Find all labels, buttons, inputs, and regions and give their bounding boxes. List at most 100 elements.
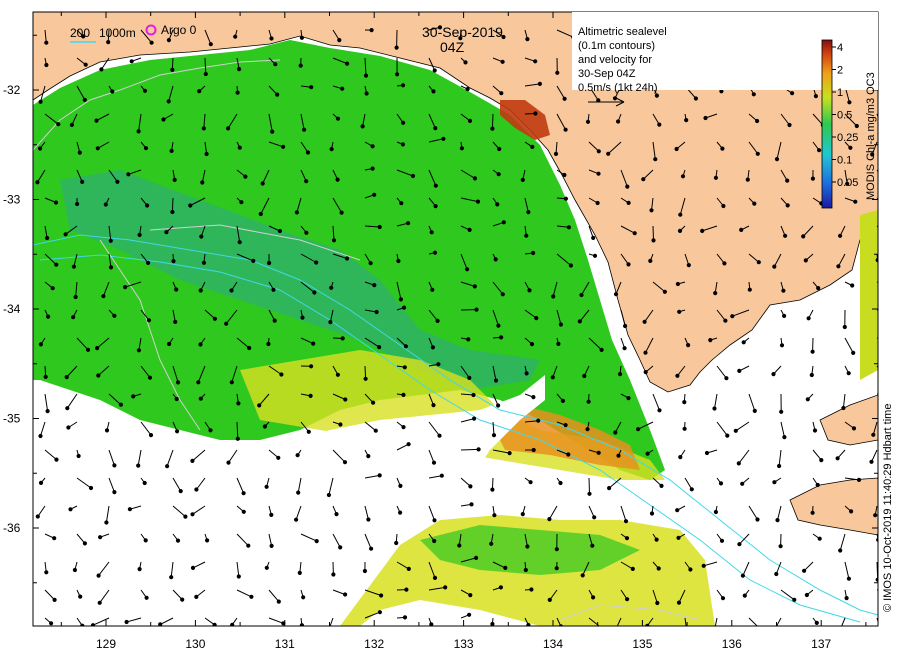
velocity-arrow-head — [336, 178, 339, 181]
velocity-arrow-head — [209, 429, 212, 432]
velocity-arrow-head — [400, 202, 403, 205]
velocity-arrow-head — [202, 261, 205, 264]
velocity-arrow-head — [501, 60, 504, 63]
colorbar-tick-label: 1 — [837, 87, 843, 99]
velocity-arrow-head — [265, 485, 268, 488]
velocity-arrow-head — [738, 543, 741, 546]
velocity-arrow-head — [402, 121, 405, 124]
velocity-arrow-head — [295, 518, 298, 521]
velocity-arrow-head — [738, 369, 741, 372]
velocity-arrow-head — [852, 427, 855, 430]
velocity-arrow-head — [530, 588, 533, 591]
velocity-arrow-head — [77, 454, 80, 457]
velocity-arrow-head — [276, 93, 279, 96]
velocity-arrow-head — [756, 152, 759, 155]
velocity-arrow-head — [780, 410, 783, 413]
velocity-arrow-head — [818, 537, 821, 540]
velocity-arrow-head — [170, 149, 173, 152]
velocity-arrow-head — [339, 423, 342, 426]
velocity-arrow-head — [778, 464, 781, 467]
credit-text: © IMOS 10-Oct-2019 11:40:29 Hdbart time — [882, 404, 894, 612]
velocity-arrow-head — [401, 84, 404, 87]
velocity-arrow-head — [559, 481, 562, 484]
velocity-arrow-head — [855, 124, 858, 127]
velocity-arrow-head — [83, 98, 86, 101]
velocity-arrow-head — [327, 493, 330, 496]
velocity-arrow-head — [627, 263, 630, 266]
velocity-arrow-head — [146, 204, 149, 207]
velocity-arrow-head — [173, 178, 176, 181]
velocity-arrow-head — [596, 201, 599, 204]
velocity-arrow-head — [524, 568, 527, 571]
velocity-arrow-head — [436, 319, 439, 322]
velocity-arrow-head — [39, 100, 42, 103]
y-tick-label: -35 — [3, 412, 21, 426]
velocity-arrow-head — [138, 568, 141, 571]
velocity-arrow-head — [624, 324, 627, 327]
velocity-arrow-head — [300, 36, 303, 39]
velocity-arrow-head — [433, 519, 436, 522]
velocity-arrow-head — [147, 319, 150, 322]
velocity-arrow-head — [714, 176, 717, 179]
velocity-arrow-head — [405, 588, 408, 591]
velocity-arrow-head — [870, 460, 873, 463]
velocity-arrow-head — [403, 366, 406, 369]
velocity-arrow-head — [332, 239, 335, 242]
velocity-arrow-head — [469, 485, 472, 488]
velocity-arrow-head — [607, 152, 610, 155]
velocity-arrow-head — [879, 174, 882, 177]
velocity-arrow-head — [753, 409, 756, 412]
velocity-arrow-head — [433, 539, 436, 542]
velocity-arrow-head — [51, 287, 54, 290]
velocity-arrow-head — [779, 545, 782, 548]
velocity-arrow-head — [757, 261, 760, 264]
velocity-arrow-head — [326, 632, 329, 635]
velocity-arrow-head — [470, 503, 473, 506]
velocity-arrow-head — [268, 261, 271, 264]
velocity-arrow-head — [559, 323, 562, 326]
velocity-arrow-head — [472, 393, 475, 396]
velocity-arrow-head — [554, 152, 557, 155]
velocity-arrow-head — [261, 182, 264, 185]
info-line-5: 0.5m/s (1kt 24h) — [578, 82, 657, 94]
velocity-arrow-head — [433, 251, 436, 254]
velocity-arrow-head — [879, 630, 882, 633]
velocity-arrow-head — [403, 616, 406, 619]
velocity-arrow-head — [171, 68, 174, 71]
velocity-arrow-head — [282, 145, 285, 148]
velocity-arrow-head — [338, 39, 341, 42]
velocity-arrow-head — [367, 518, 370, 521]
velocity-arrow-head — [886, 286, 889, 289]
velocity-arrow-head — [757, 626, 760, 629]
velocity-arrow-head — [818, 149, 821, 152]
velocity-arrow-head — [437, 363, 440, 366]
velocity-arrow-head — [99, 536, 102, 539]
velocity-arrow-head — [816, 483, 819, 486]
velocity-arrow-head — [806, 398, 809, 401]
velocity-arrow-head — [473, 285, 476, 288]
velocity-arrow-head — [756, 119, 759, 122]
colorbar-tick-label: 0.5 — [837, 110, 852, 122]
velocity-arrow-head — [167, 39, 170, 42]
velocity-arrow-head — [378, 346, 381, 349]
velocity-arrow-head — [147, 261, 150, 264]
velocity-arrow-head — [721, 147, 724, 150]
velocity-arrow-head — [842, 406, 845, 409]
velocity-arrow-head — [200, 235, 203, 238]
velocity-arrow-head — [656, 601, 659, 604]
velocity-arrow-head — [884, 30, 887, 33]
velocity-arrow-head — [820, 459, 823, 462]
velocity-arrow-head — [687, 344, 690, 347]
velocity-arrow-head — [587, 400, 590, 403]
velocity-arrow-head — [130, 60, 133, 63]
velocity-arrow-head — [72, 316, 75, 319]
velocity-arrow-head — [618, 373, 621, 376]
velocity-arrow-head — [444, 586, 447, 589]
velocity-arrow-head — [742, 341, 745, 344]
velocity-arrow-head — [143, 481, 146, 484]
velocity-arrow-head — [466, 268, 469, 271]
velocity-arrow-head — [345, 257, 348, 260]
velocity-arrow-head — [644, 351, 647, 354]
velocity-arrow-head — [776, 519, 779, 522]
